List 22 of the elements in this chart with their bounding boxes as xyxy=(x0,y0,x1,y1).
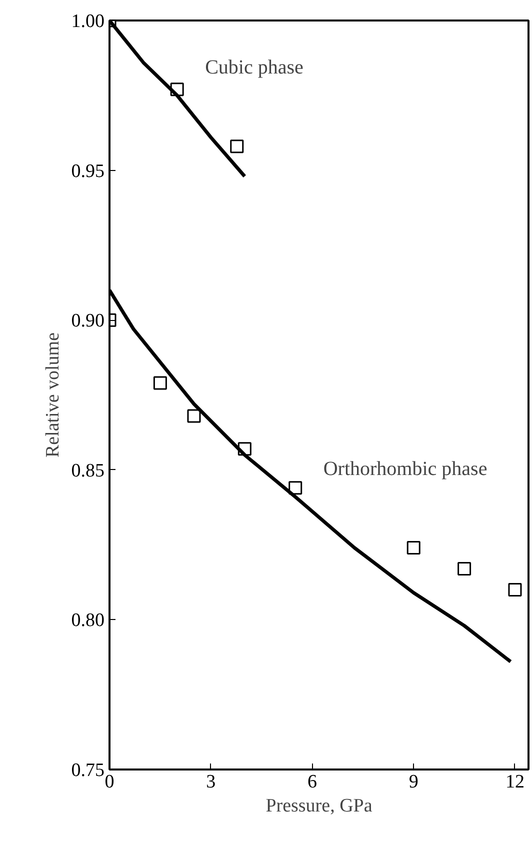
x-tick-label: 3 xyxy=(206,772,216,792)
y-axis-title: Relative volume xyxy=(42,332,64,458)
x-tick-label: 6 xyxy=(307,772,317,792)
point xyxy=(187,409,201,423)
y-tick-label: 0.90 xyxy=(71,310,104,332)
y-tick-label: 1.00 xyxy=(71,11,104,32)
x-tick-label: 12 xyxy=(505,772,524,792)
y-tick-label: 0.80 xyxy=(71,610,104,632)
series-label: Orthorhombic phase xyxy=(323,458,488,480)
point xyxy=(406,541,420,555)
point xyxy=(288,481,302,495)
y-tick-label: 0.75 xyxy=(71,760,104,781)
point xyxy=(230,140,244,154)
point xyxy=(153,376,167,390)
x-tick-label: 9 xyxy=(408,772,418,792)
series-label: Cubic phase xyxy=(205,56,304,78)
x-axis-title: Pressure, GPa xyxy=(266,796,373,816)
y-tick-label: 0.85 xyxy=(71,460,104,482)
y-tick-label: 0.95 xyxy=(71,160,104,182)
x-tick-label: 0 xyxy=(104,772,114,792)
point xyxy=(458,562,472,576)
point xyxy=(508,582,522,596)
